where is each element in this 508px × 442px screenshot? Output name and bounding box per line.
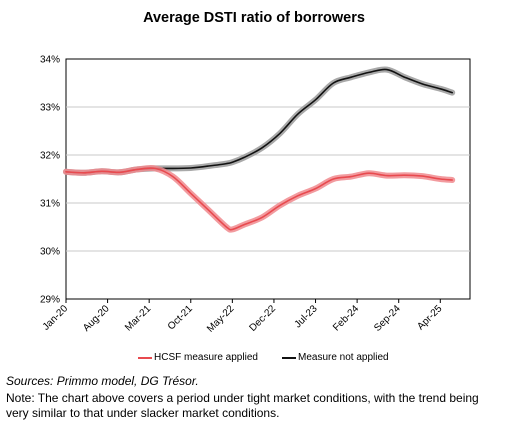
- x-tick-label: Jan-20: [41, 303, 71, 333]
- x-tick-label: Aug-20: [81, 303, 112, 334]
- y-tick-label: 29%: [40, 295, 60, 306]
- series-band-hcsf: [63, 164, 456, 233]
- y-tick-label: 33%: [40, 103, 60, 114]
- x-tick-label: Oct-21: [166, 303, 195, 332]
- x-tick-label: May-22: [205, 303, 237, 335]
- x-tick-label: Sep-24: [372, 303, 403, 334]
- chart-plot: 29% 30% 31% 32% 33% 34% Jan-20 Aug-20 Mar-21 Oct…: [40, 55, 471, 335]
- legend-item-not-applied: Measure not applied: [282, 352, 389, 363]
- series-band-not-applied: [63, 66, 456, 176]
- note-text: Note: The chart above covers a period un…: [6, 391, 479, 420]
- series-line-not-applied: [65, 68, 453, 174]
- plot-frame: [65, 58, 471, 300]
- x-tick-label: Dec-22: [247, 303, 278, 334]
- sources-text: Sources: Primmo model, DG Trésor.: [6, 374, 199, 388]
- y-tick-label: 32%: [40, 151, 60, 162]
- x-tick-label: Jul-23: [293, 303, 320, 330]
- x-tick-label: Feb-24: [331, 303, 361, 333]
- y-tick-label: 34%: [40, 55, 60, 66]
- y-tick-label: 30%: [40, 247, 60, 258]
- legend-label-hcsf: HCSF measure applied: [154, 352, 258, 363]
- legend: HCSF measure applied Measure not applied: [0, 352, 508, 368]
- legend-line-hcsf: [138, 356, 152, 359]
- legend-label-not-applied: Measure not applied: [298, 352, 389, 363]
- x-tick-label: Mar-21: [123, 303, 153, 333]
- x-tick-label: Apr-25: [415, 303, 444, 332]
- legend-line-not-applied: [282, 356, 296, 359]
- chart-title: Average DSTI ratio of borrowers: [143, 10, 365, 26]
- series-line-hcsf: [65, 167, 453, 231]
- legend-item-hcsf: HCSF measure applied: [138, 352, 258, 363]
- y-tick-label: 31%: [40, 199, 60, 210]
